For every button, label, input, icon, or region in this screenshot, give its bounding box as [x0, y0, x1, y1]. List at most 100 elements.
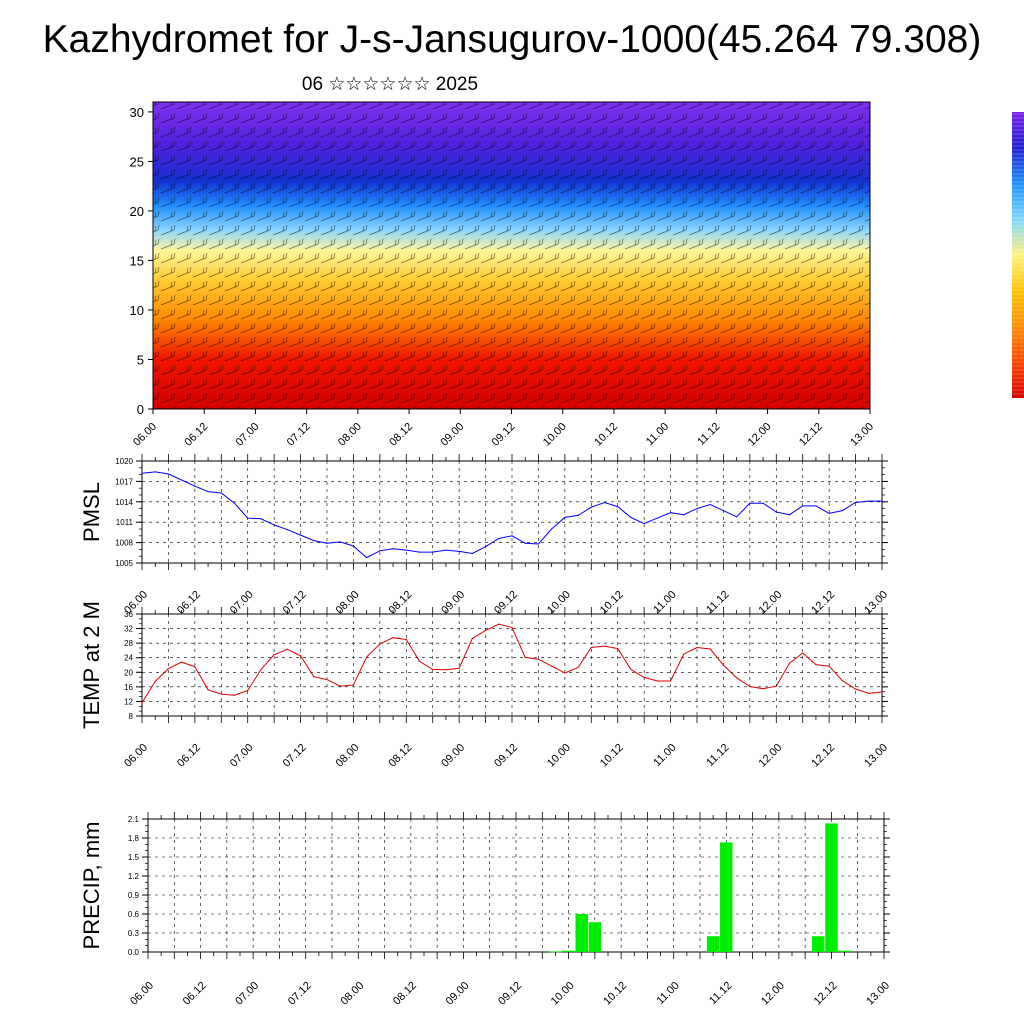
temp-point [366, 656, 368, 658]
pmsl-point [603, 501, 606, 504]
temp-point [722, 664, 725, 666]
y-tick-label: 28 [124, 639, 133, 648]
pmsl-point [841, 510, 843, 512]
temp-point [802, 652, 804, 654]
temp-point [181, 661, 183, 663]
x-tick-label: 08.12 [386, 742, 414, 770]
y-tick-label: 16 [124, 683, 133, 692]
x-tick-label: 12.12 [809, 742, 837, 770]
temp-point [220, 693, 222, 695]
x-tick-label: 07.00 [228, 589, 256, 617]
y-tick-label: 2.1 [128, 815, 140, 824]
pmsl-point [233, 502, 236, 504]
pmsl-point [366, 556, 368, 559]
x-tick-label: 12.00 [756, 589, 784, 617]
temp-point [537, 658, 540, 660]
pmsl-point [722, 510, 725, 512]
x-tick-label: 08.00 [334, 742, 362, 770]
temp-point [194, 666, 196, 668]
y-tick-label: 32 [124, 625, 133, 634]
x-tick-label: 11.12 [704, 589, 731, 616]
x-tick-label: 08.00 [338, 980, 366, 1008]
x-tick-label: 10.00 [545, 589, 573, 617]
y-axis-title: PMSL [79, 482, 104, 542]
pmsl-point [828, 512, 830, 514]
pmsl-point [471, 552, 473, 555]
y-tick-label: 30 [130, 105, 144, 120]
y-tick-label: 1014 [115, 498, 133, 507]
temp-point [233, 694, 236, 696]
pmsl-point [656, 517, 658, 519]
x-tick-label: 07.12 [281, 742, 309, 770]
y-tick-label: 1.5 [128, 853, 140, 862]
x-tick-label: 12.00 [746, 421, 774, 449]
temp-point [683, 653, 685, 655]
pmsl-point [617, 505, 619, 508]
temp-point [260, 669, 262, 671]
precip-bar [706, 936, 720, 952]
pmsl-point [181, 479, 183, 481]
precip-bar [562, 950, 575, 952]
temp-point [590, 646, 592, 649]
temp-point [669, 680, 672, 682]
x-tick-label: 12.12 [797, 421, 825, 449]
pmsl-point [788, 514, 791, 516]
x-tick-label: 07.00 [233, 980, 261, 1008]
pmsl-point [709, 503, 711, 506]
precip-bar [720, 842, 733, 952]
temp-point [868, 692, 870, 695]
pmsl-point [551, 528, 553, 530]
pmsl-point [537, 543, 540, 545]
pmsl-point [405, 549, 407, 551]
y-tick-label: 8 [129, 712, 134, 721]
x-tick-label: 08.00 [334, 589, 362, 617]
y-tick-label: 25 [130, 154, 144, 169]
temp-point [656, 680, 658, 682]
pmsl-point [498, 537, 500, 540]
temp-point [405, 638, 407, 641]
x-tick-label: 12.00 [759, 980, 787, 1008]
temp-point [379, 643, 381, 645]
precip-bar [812, 936, 825, 952]
pmsl-point [141, 472, 143, 474]
temp-point [154, 680, 156, 682]
x-tick-label: 12.12 [809, 589, 837, 617]
y-tick-label: 0.3 [128, 929, 140, 938]
x-tick-label: 09.00 [439, 742, 467, 770]
y-tick-label: 24 [124, 654, 133, 663]
temp-point [352, 684, 355, 686]
x-tick-label: 07.12 [286, 980, 314, 1008]
temp-point [313, 676, 315, 678]
precip-bar [588, 922, 602, 952]
x-tick-label: 09.00 [444, 980, 472, 1008]
x-tick-label: 09.00 [439, 589, 467, 617]
x-tick-label: 08.12 [387, 421, 415, 449]
precip-bar [838, 950, 851, 952]
x-tick-label: 13.00 [848, 421, 876, 449]
x-tick-label: 10.00 [549, 980, 577, 1008]
temp-point [273, 654, 275, 656]
x-tick-label: 13.00 [864, 980, 892, 1008]
y-tick-label: 0.9 [128, 891, 140, 900]
pmsl-point [445, 549, 447, 551]
x-tick-label: 08.12 [386, 589, 414, 617]
temp-chart: 8 12 16 20 24 28 32 36 06.00 06.12 07.00 07.12 08.00… [79, 601, 890, 770]
pmsl-point [564, 516, 566, 519]
precip-chart: 0.0 0.3 0.6 0.9 1.2 1.5 1.8 2.1 06.00 06.12 07.00 0… [79, 812, 892, 1008]
pmsl-point [392, 548, 394, 550]
temp-point [471, 637, 473, 640]
pmsl-point [313, 539, 315, 542]
y-axis-title: TEMP at 2 M [79, 601, 104, 729]
x-tick-label: 11.00 [654, 980, 681, 1007]
y-tick-label: 20 [124, 668, 133, 677]
temp-point [603, 645, 606, 647]
temp-point [577, 666, 579, 669]
x-tick-label: 07.00 [228, 742, 256, 770]
x-tick-label: 09.12 [496, 980, 524, 1008]
y-tick-label: 1017 [115, 477, 133, 486]
x-tick-label: 06.00 [122, 742, 150, 770]
pmsl-point [167, 473, 170, 475]
temp-point [207, 689, 209, 691]
x-tick-label: 06.12 [181, 980, 209, 1008]
y-tick-label: 15 [130, 253, 144, 268]
